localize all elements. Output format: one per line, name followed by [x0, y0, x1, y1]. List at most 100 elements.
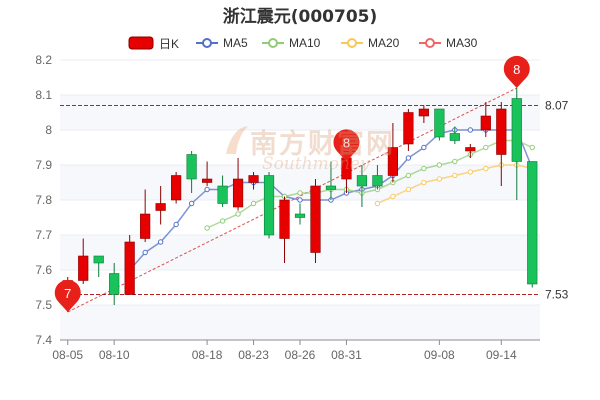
candle-body [465, 147, 476, 152]
line-legend-icon [341, 38, 363, 48]
legend-label: MA20 [368, 36, 400, 50]
ma20-point [421, 179, 427, 186]
legend-item-ma20[interactable]: MA20 [341, 33, 399, 53]
price-markers: 8 7 8 [54, 55, 530, 312]
axes: 7.4 7.5 7.6 7.7 7.8 7.9 8 8.1 8.2 08-05 08-10 08-18… [35, 53, 540, 362]
legend-label: MA30 [446, 36, 478, 50]
candle-body [109, 273, 120, 295]
candle-body [248, 175, 259, 183]
candle-body [279, 199, 290, 239]
ma10-point [436, 162, 443, 168]
ma20-point [374, 200, 381, 207]
ma20-point [436, 176, 443, 182]
legend-item-ma10[interactable]: MA10 [262, 33, 320, 53]
candle-body [403, 112, 414, 145]
x-tick-label: 08-18 [192, 348, 223, 362]
legend-item-k[interactable]: 日K [128, 33, 179, 53]
ma5-point [421, 144, 427, 151]
x-tick-label: 08-23 [238, 348, 269, 362]
trend-line [67, 87, 517, 313]
ma5-point [173, 221, 179, 228]
ma10-point [405, 172, 412, 179]
y-tick-label: 7.4 [35, 333, 52, 347]
legend-item-ma30[interactable]: MA30 [419, 33, 477, 53]
candle-body [372, 175, 383, 187]
x-tick-label: 08-05 [52, 348, 83, 362]
line-legend-icon [419, 38, 441, 48]
ma5-point [188, 200, 195, 207]
y-tick-label: 7.6 [35, 263, 52, 277]
ma20-point [467, 169, 474, 175]
candle-body [155, 203, 166, 211]
ma10-point [219, 218, 226, 224]
mid-price-marker: 8 [333, 129, 360, 162]
ma20-point [483, 165, 489, 172]
ma5-point [405, 155, 412, 161]
max-price-marker-label: 8 [513, 62, 520, 77]
y-tick-label: 7.8 [35, 193, 52, 207]
x-tick-label: 08-31 [331, 348, 362, 362]
candle-body [480, 115, 491, 131]
legend: 日K MA5 MA10 MA20 MA30 [0, 33, 600, 53]
chart-title: 浙江震元(000705) [222, 7, 378, 27]
reference-lines: 8.07 7.53 [60, 87, 569, 313]
ma10-point [297, 190, 303, 196]
candle-body [310, 185, 321, 253]
ma10-point [421, 165, 427, 172]
line-legend-icon [196, 38, 218, 48]
x-tick-label: 09-14 [486, 348, 517, 362]
ma10-point [235, 211, 241, 217]
candle-body [294, 213, 306, 218]
candle-body [527, 161, 538, 285]
ma10-point [483, 144, 489, 151]
legend-label: 日K [159, 36, 180, 51]
max-price-marker: 8 [503, 55, 530, 88]
legend-label: MA5 [223, 36, 248, 50]
mid-price-marker-label: 8 [343, 136, 350, 151]
grid-band [60, 235, 540, 270]
candle-body [93, 255, 104, 264]
ma10-point [204, 225, 210, 231]
candles [62, 88, 538, 312]
max-price-marker-shape [503, 55, 530, 88]
x-tick-label: 08-10 [99, 348, 130, 362]
y-tick-label: 8.1 [35, 88, 52, 102]
legend-item-ma5[interactable]: MA5 [196, 33, 248, 53]
candle-body [186, 154, 197, 180]
min-price-marker: 7 [54, 279, 81, 312]
candle-body [434, 108, 445, 138]
y-tick-label: 8.2 [35, 53, 52, 67]
ma5-point [142, 249, 148, 256]
ma20-point [452, 172, 458, 179]
ma5-point [157, 239, 164, 245]
y-tick-label: 8 [45, 123, 52, 137]
candle-body [140, 213, 151, 239]
candle-body [201, 178, 213, 183]
candle-body [511, 98, 522, 162]
ma10-point [452, 158, 458, 165]
candle-body [387, 147, 399, 176]
y-tick-label: 7.7 [35, 228, 52, 242]
ma10-line [206, 139, 533, 229]
candle-legend-icon [128, 36, 154, 50]
mid-price-marker-shape [333, 129, 360, 162]
x-tick-label: 08-26 [285, 348, 316, 362]
ma10-point [529, 144, 535, 151]
candle-body [232, 178, 244, 208]
x-tick-label: 09-08 [424, 348, 455, 362]
reference-line-label: 8.07 [545, 99, 569, 113]
candle-body [496, 108, 507, 155]
ma5-point [297, 197, 303, 203]
grid-band [60, 305, 540, 340]
legend-label: MA10 [289, 36, 321, 50]
candle-body [78, 255, 89, 281]
ma20-point [405, 186, 412, 193]
ma10-point [250, 200, 257, 207]
min-price-marker-shape [54, 279, 81, 312]
candle-body [171, 175, 182, 201]
ma5-point [204, 186, 210, 193]
reference-line-label: 7.53 [545, 288, 569, 302]
grid-band [60, 95, 540, 130]
ma5-point [467, 127, 474, 133]
